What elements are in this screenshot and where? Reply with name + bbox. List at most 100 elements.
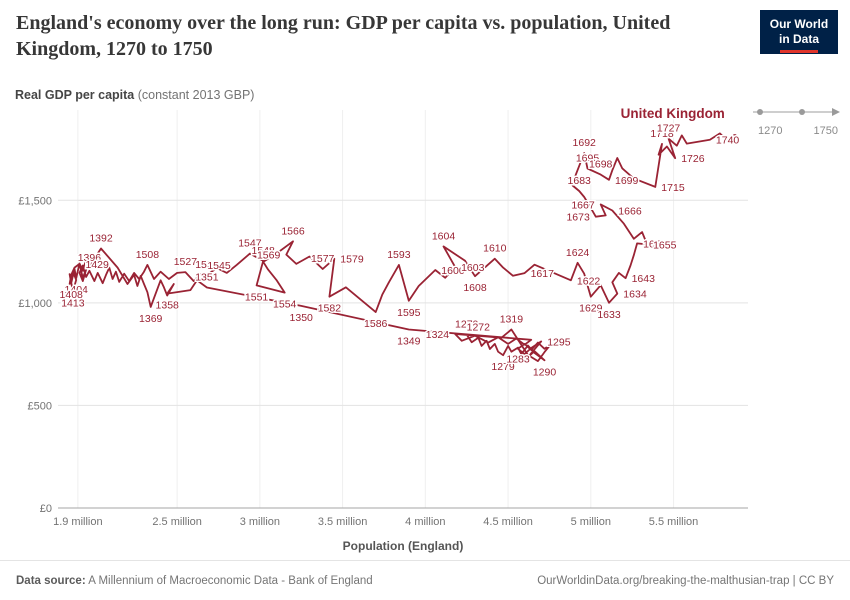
data-source-label: Data source: [16, 574, 86, 587]
year-label: 1270 [455, 319, 479, 331]
uk-series-line[interactable] [68, 132, 736, 362]
year-label: 1617 [531, 268, 555, 280]
year-label: 1718 [650, 128, 674, 140]
credit-link[interactable]: OurWorldinData.org/breaking-the-malthusi… [537, 574, 834, 587]
year-label: 1369 [139, 313, 163, 325]
year-label: 1404 [65, 284, 89, 296]
y-tick-label: £0 [40, 503, 52, 515]
year-label: 1283 [506, 354, 530, 366]
year-label: 1698 [589, 159, 613, 171]
year-label: 1695 [576, 153, 600, 165]
y-tick-label: £1,500 [18, 195, 52, 207]
year-label: 1548 [252, 245, 276, 257]
timeline-control[interactable]: 1270 1750 [750, 105, 842, 137]
year-label: 1699 [615, 175, 639, 187]
year-label: 1593 [387, 249, 411, 261]
y-axis-title-unit: (constant 2013 GBP) [134, 88, 255, 102]
year-label: 1579 [340, 254, 364, 266]
y-tick-label: £500 [28, 400, 52, 412]
year-label: 1608 [463, 282, 487, 294]
year-label: 1396 [78, 252, 102, 264]
x-tick-label: 3 million [240, 516, 280, 528]
year-label: 1634 [623, 289, 647, 301]
year-label: 1324 [426, 329, 450, 341]
year-label: 1655 [653, 239, 677, 251]
year-label: 1295 [547, 336, 571, 348]
logo-line2: in Data [778, 32, 819, 46]
year-label: 1582 [318, 303, 342, 315]
year-label: 1692 [573, 137, 597, 149]
year-label: 1569 [257, 250, 281, 262]
timeline-start-label[interactable]: 1270 [758, 125, 783, 137]
year-label: 1358 [156, 300, 180, 312]
year-label: 1666 [618, 206, 642, 218]
year-label: 1595 [397, 307, 421, 319]
x-tick-label: 5.5 million [649, 516, 699, 528]
year-label: 1351 [195, 272, 219, 284]
x-tick-label: 3.5 million [318, 516, 368, 528]
year-label: 1551 [245, 291, 269, 303]
x-axis-label: Population (England) [343, 539, 464, 553]
year-label: 1586 [364, 318, 388, 330]
year-label: 1629 [579, 303, 603, 315]
year-label: 1643 [632, 273, 656, 285]
x-tick-label: 2.5 million [152, 516, 202, 528]
timeline-track[interactable] [750, 105, 842, 119]
year-label: 1429 [86, 259, 110, 271]
year-label: 1547 [238, 238, 262, 250]
year-label: 1413 [61, 298, 85, 310]
year-label: 1508 [136, 249, 160, 261]
x-tick-label: 4 million [405, 516, 445, 528]
year-label: 1603 [461, 262, 485, 274]
year-label: 1290 [533, 366, 557, 378]
year-label: 1600 [441, 265, 465, 277]
x-tick-label: 5 million [571, 516, 611, 528]
year-label: 1279 [491, 361, 515, 373]
year-label: 1715 [661, 182, 685, 194]
year-label: 1683 [568, 175, 592, 187]
y-axis-title-main: Real GDP per capita [15, 88, 135, 102]
year-label: 1740 [716, 135, 740, 147]
year-label: 1577 [311, 253, 335, 265]
scatter-plot: 1.9 million 2.5 million 3 million 3.5 milli… [18, 105, 748, 553]
year-label: 1527 [174, 256, 198, 268]
year-label: 1604 [432, 230, 456, 242]
year-label: 1667 [571, 199, 595, 211]
x-tick-label: 4.5 million [483, 516, 533, 528]
timeline-end-handle[interactable] [799, 109, 805, 115]
owid-logo[interactable]: Our World in Data [760, 10, 838, 54]
year-label: 1350 [290, 312, 314, 324]
x-tick-label: 1.9 million [53, 516, 103, 528]
year-label: 1726 [681, 153, 705, 165]
year-label: 1349 [397, 336, 421, 348]
year-label: 1610 [483, 243, 507, 255]
chart-title: England's economy over the long run: GDP… [16, 12, 671, 60]
data-source-text: A Millennium of Macroeconomic Data - Ban… [85, 574, 373, 587]
logo-line1: Our World [769, 17, 829, 31]
year-label: 1554 [273, 299, 297, 311]
year-label: 1319 [500, 314, 524, 326]
logo-accent-bar [780, 50, 818, 53]
year-label: 1392 [89, 233, 113, 245]
timeline-arrow-icon [832, 108, 840, 116]
year-label: 1624 [566, 247, 590, 259]
y-axis-title: Real GDP per capita (constant 2013 GBP) [15, 88, 254, 102]
year-label: 1673 [566, 212, 590, 224]
timeline-start-handle[interactable] [757, 109, 763, 115]
year-label: 1622 [577, 275, 601, 287]
year-label: 1653 [643, 238, 667, 250]
entity-label[interactable]: United Kingdom [619, 105, 726, 123]
year-label: 1566 [281, 225, 305, 237]
chart-footer: Data source: A Millennium of Macroeconom… [0, 560, 850, 600]
year-label: 1545 [207, 260, 231, 272]
data-source-note: Data source: A Millennium of Macroeconom… [16, 575, 373, 587]
year-label: 1727 [657, 123, 681, 135]
year-label: 1537 [195, 259, 219, 271]
year-label: 1633 [597, 309, 621, 321]
timeline-end-label[interactable]: 1750 [813, 125, 838, 137]
year-label: 1408 [60, 289, 84, 301]
y-tick-label: £1,000 [18, 298, 52, 310]
year-label: 1272 [467, 322, 491, 334]
series-end-point [732, 134, 738, 140]
